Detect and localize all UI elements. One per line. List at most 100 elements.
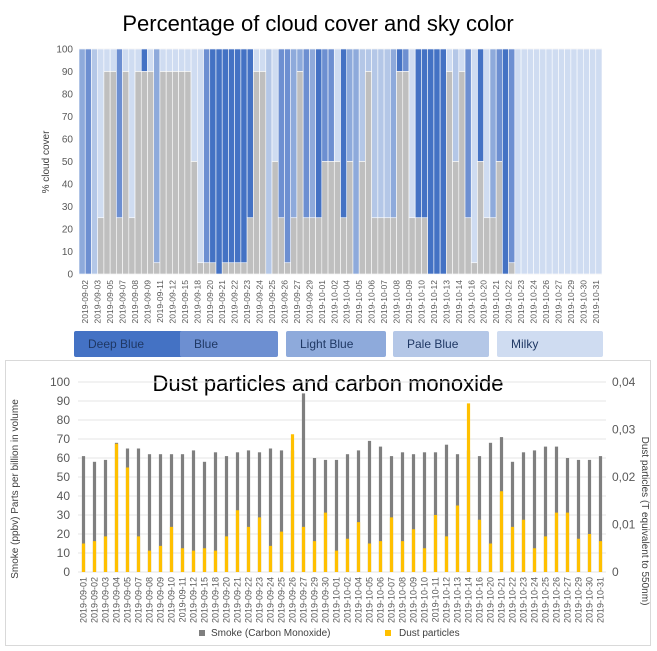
sky-color-bar	[134, 48, 142, 72]
cloud-cover-bar	[452, 161, 460, 275]
sky-color-bar	[533, 48, 541, 275]
x-tick-label: 2019-10-20	[486, 577, 496, 623]
smoke-bar	[268, 448, 273, 572]
cloud-chart-title: Percentage of cloud cover and sky color	[122, 11, 513, 36]
dust-bar	[103, 536, 108, 572]
cloud-cover-bar	[358, 161, 366, 275]
sky-color-bar	[539, 48, 547, 275]
smoke-bar	[543, 446, 548, 572]
x-tick-label: 2019-09-03	[101, 577, 111, 623]
smoke-bar	[191, 450, 196, 572]
sky-color-bar	[346, 48, 354, 162]
x-tick-label: 2019-09-30	[321, 577, 331, 623]
y-tick-label: 100	[56, 45, 73, 56]
y2-tick-label: 0	[612, 565, 619, 579]
dust-bar	[290, 434, 295, 572]
legend-blue: Blue	[180, 331, 278, 357]
x-tick-label: 2019-10-20	[479, 280, 489, 324]
sky-color-bar	[352, 48, 360, 275]
sky-color-bar	[234, 48, 242, 264]
sky-color-bar	[427, 48, 435, 275]
smoke-bar	[246, 450, 251, 572]
y-tick-label: 50	[62, 157, 74, 168]
cloud-cover-bar	[302, 217, 310, 275]
cloud-cover-bar	[277, 217, 285, 275]
legend-pale-blue: Pale Blue	[393, 331, 489, 357]
x-tick-label: 2019-10-21	[497, 577, 507, 623]
smoke-bar	[356, 450, 361, 572]
smoke-bar	[521, 452, 526, 572]
dust-chart-bars	[81, 393, 603, 572]
x-tick-label: 2019-10-04	[342, 280, 352, 324]
sky-color-bar	[564, 48, 572, 275]
x-tick-label: 2019-10-14	[454, 280, 464, 324]
sky-color-bar	[178, 48, 186, 72]
x-tick-label: 2019-10-10	[416, 280, 426, 324]
x-tick-label: 2019-09-20	[222, 577, 232, 623]
smoke-bar	[510, 461, 515, 572]
y-tick-label: 10	[57, 546, 71, 560]
sky-color-legend: Deep Blue Blue Light Blue Pale Blue Milk…	[0, 325, 657, 363]
cloud-cover-bar	[508, 262, 516, 275]
dust-bar	[158, 545, 163, 572]
dust-bar	[422, 548, 427, 572]
x-tick-label: 2019-09-10	[167, 577, 177, 623]
sky-color-bar	[116, 48, 123, 219]
cloud-cover-bar	[103, 71, 111, 275]
dust-bar	[488, 543, 493, 572]
x-tick-label: 2019-10-24	[529, 280, 539, 324]
y-tick-label: 80	[57, 413, 71, 427]
sky-color-bar	[147, 48, 155, 72]
dust-bar	[389, 517, 394, 572]
y-tick-label: 80	[62, 90, 74, 101]
sky-color-bar	[458, 48, 466, 72]
cloud-cover-bar	[153, 262, 161, 275]
dust-bar	[246, 526, 251, 572]
cloud-cover-bar	[284, 262, 291, 275]
dust-chart-y2-axis: 0 0,01 0,02 0,03 0,04	[612, 375, 636, 579]
cloud-cover-bar	[296, 71, 304, 275]
dust-bar	[169, 526, 174, 572]
dust-bar	[521, 519, 526, 572]
sky-color-bar	[327, 48, 335, 162]
sky-color-bar	[290, 48, 298, 219]
x-tick-label: 2019-09-12	[167, 280, 177, 324]
cloud-cover-bar	[396, 71, 404, 275]
cloud-cover-bar	[246, 217, 254, 275]
sky-color-bar	[240, 48, 248, 264]
cloud-cover-bar	[327, 161, 335, 275]
legend-light-blue: Light Blue	[286, 331, 386, 357]
x-tick-label: 2019-09-08	[145, 577, 155, 623]
x-tick-label: 2019-09-15	[200, 577, 210, 623]
cloud-chart-bars	[78, 48, 603, 275]
sky-color-bar	[97, 48, 105, 219]
cloud-cover-bar	[228, 262, 235, 275]
smoke-bar	[213, 452, 218, 572]
x-tick-label: 2019-10-07	[379, 280, 389, 324]
smoke-bar	[411, 454, 416, 572]
x-tick-label: 2019-09-27	[299, 577, 309, 623]
sky-color-bar	[396, 48, 404, 72]
y-tick-label: 90	[62, 67, 74, 78]
y-tick-label: 20	[62, 225, 74, 236]
dust-bar	[565, 512, 570, 572]
cloud-cover-bar	[147, 71, 155, 275]
sky-color-bar	[551, 48, 559, 275]
cloud-cover-bar	[495, 161, 503, 275]
x-tick-label: 2019-09-09	[142, 280, 152, 324]
x-tick-label: 2019-09-18	[192, 280, 202, 324]
smoke-bar	[433, 452, 438, 572]
cloud-cover-bar	[290, 217, 298, 275]
dust-bar	[334, 550, 339, 572]
dust-chart-y2label: Dust particles (T equivalent to 550nm)	[639, 437, 650, 606]
x-tick-label: 2019-10-10	[420, 577, 430, 623]
sky-color-bar	[408, 48, 416, 219]
sky-color-bar	[390, 48, 397, 219]
cloud-cover-bar	[240, 262, 248, 275]
x-tick-label: 2019-09-11	[178, 577, 188, 622]
legend-milky: Milky	[497, 331, 603, 357]
dust-bar	[323, 512, 328, 572]
x-tick-label: 2019-10-31	[596, 577, 606, 623]
cloud-cover-bar	[134, 71, 142, 275]
dust-chart-title: Dust particles and carbon monoxide	[153, 371, 504, 396]
